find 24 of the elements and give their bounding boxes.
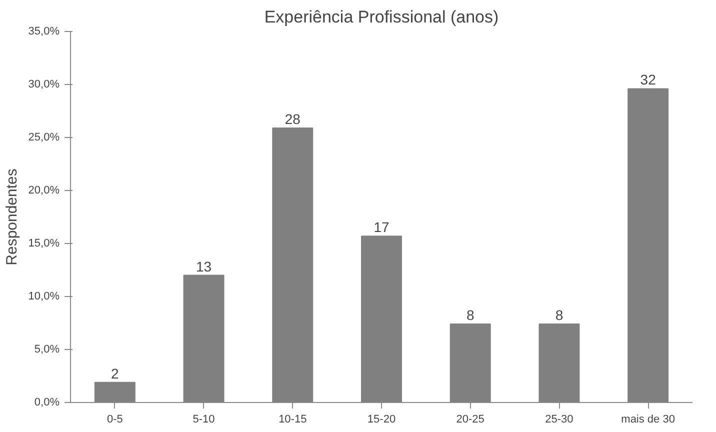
y-tick-label: 10,0%: [28, 290, 60, 302]
chart-title: Experiência Profissional (anos): [264, 8, 499, 26]
y-tick-label: 20,0%: [28, 184, 60, 196]
annotation: 2: [111, 365, 120, 382]
annotation: 28: [284, 110, 301, 127]
x-tick-label: 10-15: [278, 414, 307, 426]
annotation: 17: [374, 219, 390, 236]
y-tick-label: 25,0%: [28, 132, 60, 144]
x-tick-label: 20-25: [456, 414, 484, 426]
annotation: 8: [555, 307, 564, 324]
x-tick-label: 5-10: [192, 414, 215, 426]
y-tick-label: 15,0%: [28, 238, 60, 250]
annotation: 8: [466, 307, 474, 324]
x-tick-label: 25-30: [545, 414, 574, 426]
annotation: 32: [640, 72, 656, 88]
x-tick-label: 0-5: [106, 414, 123, 426]
y-axis-title: Respondentes: [3, 168, 20, 266]
x-tick-label: 15-20: [367, 414, 396, 426]
y-tick-label: 0,0%: [34, 396, 60, 408]
y-tick-label: 5,0%: [34, 344, 60, 356]
annotation: 13: [196, 258, 212, 274]
y-tick-label: 30,0%: [28, 78, 60, 90]
x-tick-label: mais de 30: [621, 414, 675, 426]
y-tick-label: 35,0%: [28, 26, 60, 38]
